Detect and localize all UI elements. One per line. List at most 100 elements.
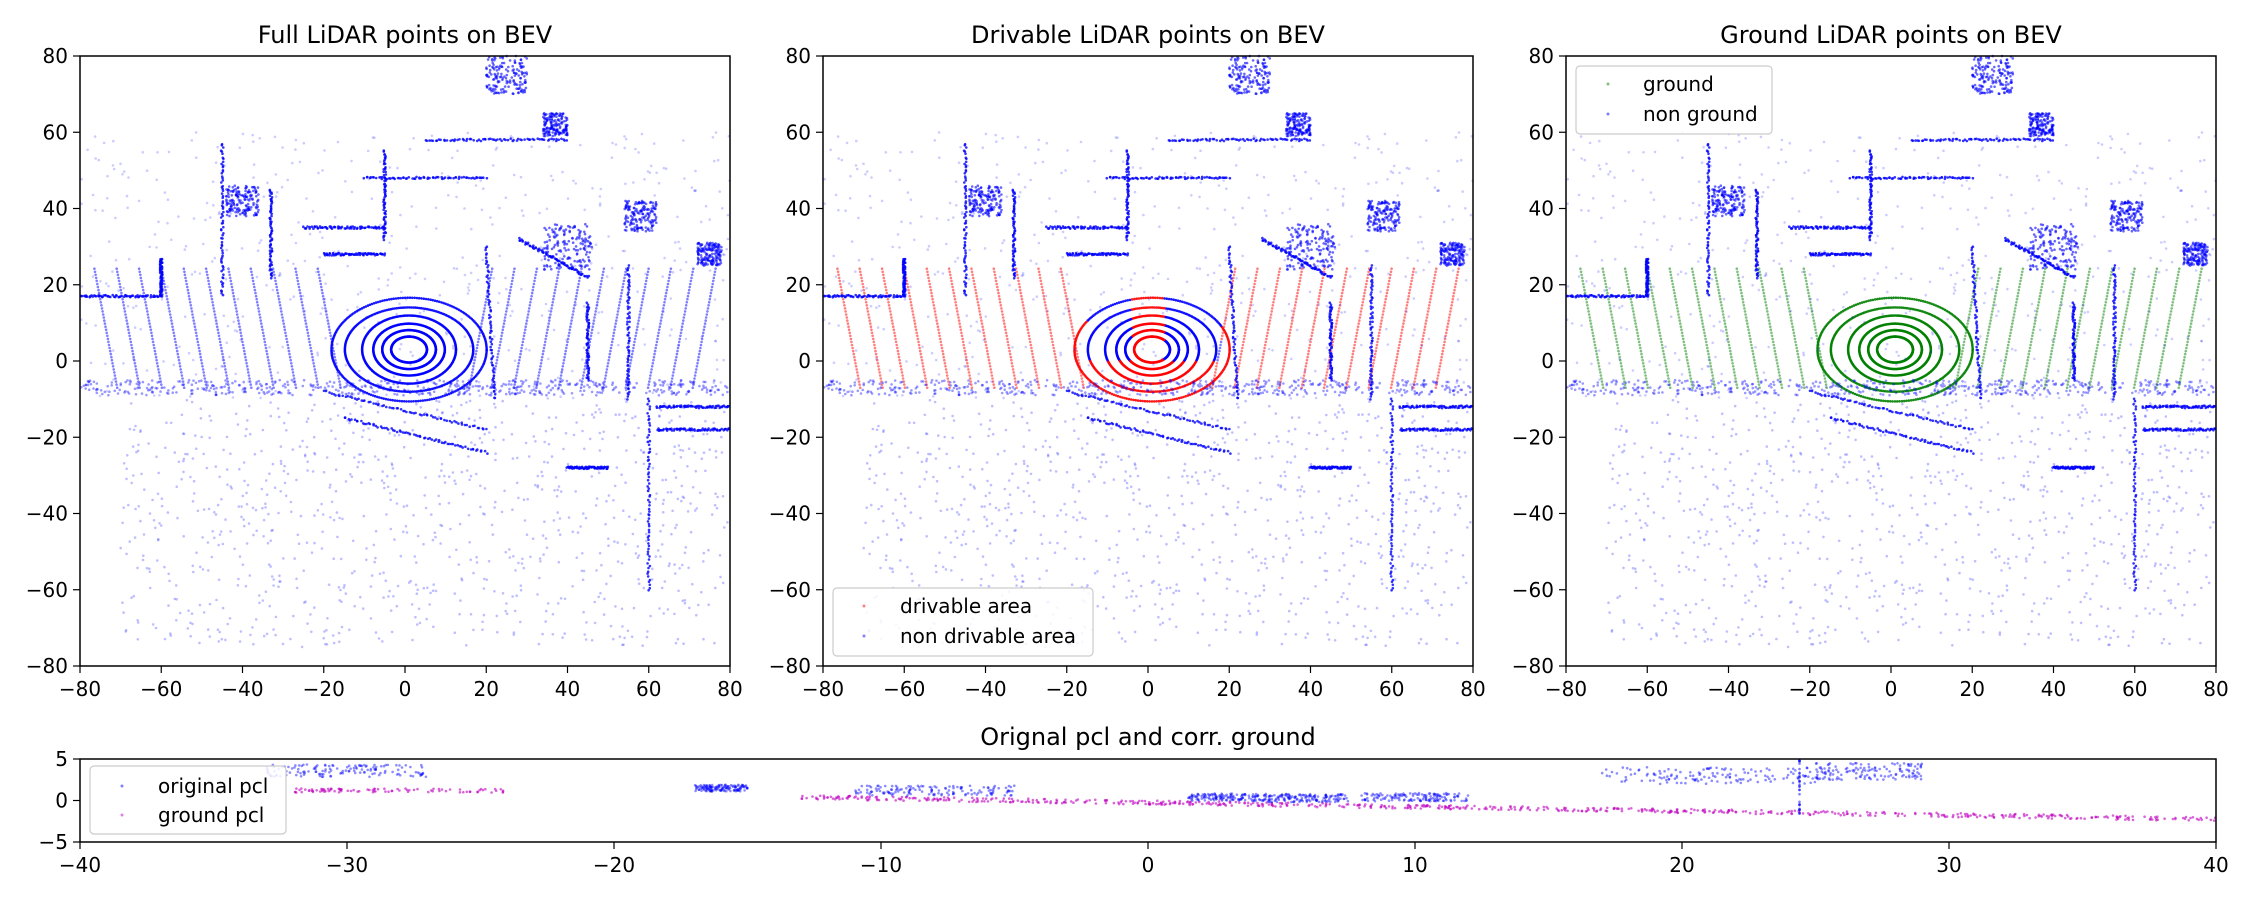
point	[301, 384, 305, 388]
point	[383, 299, 387, 302]
point	[647, 415, 651, 418]
point	[230, 200, 233, 203]
point	[521, 340, 525, 344]
point	[277, 511, 280, 515]
point	[492, 78, 496, 81]
point	[555, 112, 559, 116]
point	[482, 587, 486, 590]
point	[696, 358, 700, 362]
point	[254, 194, 258, 198]
point	[393, 392, 396, 396]
point	[624, 413, 628, 416]
point	[96, 388, 99, 391]
point	[184, 279, 188, 283]
point	[662, 307, 665, 310]
point	[197, 343, 200, 347]
point	[382, 397, 386, 400]
point	[433, 531, 437, 534]
point	[511, 276, 515, 280]
point	[514, 392, 517, 396]
point	[551, 386, 555, 390]
point	[594, 310, 597, 313]
point	[396, 399, 399, 403]
point	[478, 331, 482, 335]
point	[99, 389, 103, 392]
point	[627, 331, 631, 335]
point	[399, 554, 403, 558]
point	[702, 262, 705, 265]
point	[295, 276, 299, 280]
point	[430, 438, 434, 441]
point	[270, 227, 274, 230]
point	[508, 81, 512, 84]
point	[720, 245, 723, 249]
point	[227, 193, 230, 196]
point	[243, 352, 247, 356]
point	[372, 176, 376, 179]
point	[115, 294, 118, 297]
point	[260, 325, 264, 329]
point	[225, 374, 228, 377]
point	[269, 255, 272, 258]
point	[568, 229, 571, 233]
point	[485, 384, 489, 388]
point	[613, 325, 617, 329]
point	[224, 379, 227, 382]
point	[634, 209, 637, 213]
point	[563, 352, 567, 356]
point	[554, 261, 557, 265]
point	[309, 346, 313, 350]
point	[390, 297, 393, 301]
point	[698, 384, 701, 388]
point	[116, 273, 120, 277]
point	[237, 322, 241, 325]
point	[84, 387, 87, 390]
point	[564, 228, 568, 231]
point	[311, 388, 315, 392]
point	[546, 253, 549, 256]
point	[550, 121, 553, 124]
point	[190, 389, 193, 392]
point	[486, 295, 490, 299]
point	[523, 71, 526, 75]
point	[444, 392, 448, 395]
point	[541, 474, 544, 478]
point	[323, 304, 327, 307]
point	[336, 371, 340, 374]
point	[630, 355, 633, 359]
point	[190, 383, 194, 387]
point	[561, 129, 565, 132]
point	[483, 449, 487, 453]
point	[500, 384, 504, 388]
point	[150, 331, 153, 335]
point	[388, 406, 392, 409]
point	[629, 358, 633, 362]
point	[500, 61, 504, 65]
point	[626, 216, 630, 219]
point	[564, 249, 568, 252]
point	[174, 340, 177, 344]
point	[493, 72, 497, 76]
point	[341, 394, 345, 398]
point	[122, 462, 126, 465]
point	[423, 436, 427, 440]
point	[231, 291, 235, 295]
point	[561, 379, 564, 382]
point	[654, 346, 657, 350]
point	[506, 69, 510, 73]
point	[527, 307, 531, 310]
point	[311, 358, 315, 362]
point	[146, 313, 150, 316]
point	[706, 307, 710, 310]
point	[490, 358, 493, 361]
point	[645, 276, 649, 280]
point	[299, 294, 303, 298]
point	[520, 88, 523, 91]
point	[250, 386, 253, 390]
point	[614, 322, 617, 325]
point	[489, 273, 493, 277]
point	[458, 390, 461, 394]
point	[645, 391, 648, 395]
point	[121, 297, 124, 301]
point	[634, 334, 637, 338]
